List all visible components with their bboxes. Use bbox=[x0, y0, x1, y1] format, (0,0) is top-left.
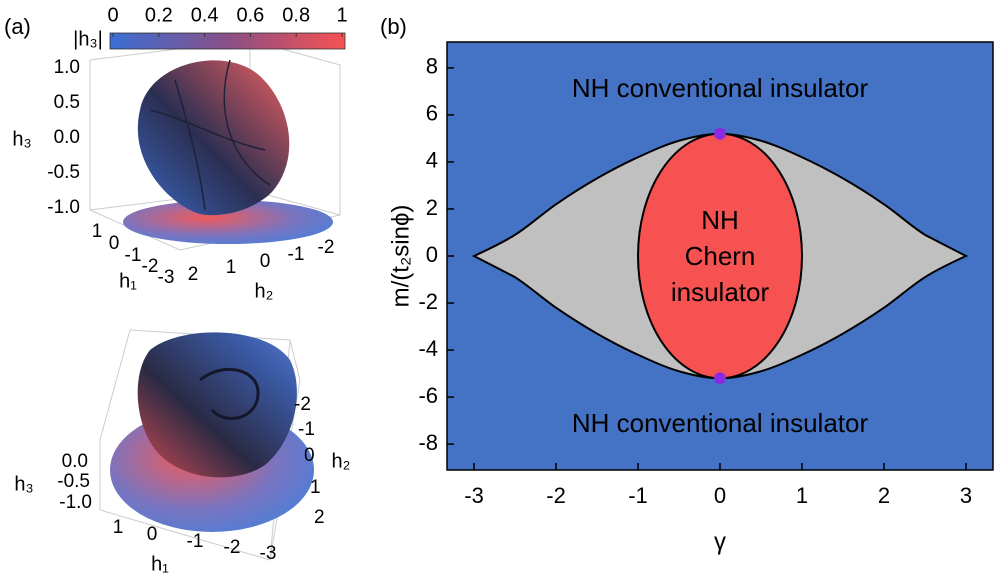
x-tick-label: 1 bbox=[796, 483, 808, 508]
h1-axis-label: h₁ bbox=[119, 270, 137, 292]
surface bbox=[137, 60, 290, 216]
h1-tick-label: 1 bbox=[113, 517, 124, 538]
h3-tick-label: 0.5 bbox=[54, 92, 80, 113]
h3-tick-label: -0.5 bbox=[57, 471, 90, 492]
region-label: NH conventional insulator bbox=[572, 73, 869, 103]
colorbar-tick-label: 0.6 bbox=[236, 4, 264, 26]
critical-point bbox=[714, 127, 726, 140]
h3-tick-label: 0.0 bbox=[54, 127, 80, 148]
x-tick-label: 3 bbox=[960, 483, 972, 508]
projection-disk bbox=[123, 200, 333, 244]
colorbar bbox=[109, 32, 346, 50]
surface-fold bbox=[149, 59, 271, 211]
h3-tick-label: -1.0 bbox=[59, 492, 92, 513]
colorbar-tick-label: 0.4 bbox=[191, 4, 219, 26]
colorbar-tick-label: 0.8 bbox=[282, 4, 310, 26]
colorbar-label: |h₃| bbox=[73, 28, 103, 50]
panel-label: (a) bbox=[4, 14, 31, 39]
y-tick-label: -4 bbox=[418, 336, 438, 361]
y-tick-label: -2 bbox=[418, 289, 438, 314]
critical-point bbox=[714, 372, 726, 385]
h1-axis-label: h₁ bbox=[151, 553, 169, 575]
chern-label: NH bbox=[701, 205, 739, 235]
h2-tick-label: 0 bbox=[260, 251, 271, 272]
surface-hole bbox=[199, 367, 260, 420]
y-tick-label: -8 bbox=[418, 430, 438, 455]
bottom-3d-plot bbox=[99, 329, 314, 561]
h2-axis-label: h₂ bbox=[255, 280, 274, 302]
h2-tick-label: 2 bbox=[188, 264, 199, 285]
y-tick-label: 6 bbox=[426, 101, 438, 126]
h2-tick-label: -1 bbox=[298, 419, 315, 440]
h1-tick-label: -1 bbox=[187, 531, 204, 552]
y-tick-label: 2 bbox=[426, 195, 438, 220]
y-tick-label: 4 bbox=[426, 148, 438, 173]
h2-tick-label: 1 bbox=[310, 477, 321, 498]
h3-tick-label: 1.0 bbox=[54, 57, 80, 78]
h2-axis-label: h₂ bbox=[332, 450, 351, 472]
h1-tick-label: -2 bbox=[224, 537, 241, 558]
h2-tick-label: -1 bbox=[288, 244, 305, 265]
x-tick-label: -1 bbox=[628, 483, 648, 508]
h2-tick-label: 2 bbox=[314, 507, 325, 528]
h3-axis-label: h₃ bbox=[14, 473, 33, 495]
h3-tick-label: 0.0 bbox=[62, 451, 88, 472]
region-label: NH conventional insulator bbox=[572, 408, 869, 438]
h1-tick-label: -3 bbox=[158, 267, 175, 288]
y-tick-label: -6 bbox=[418, 383, 438, 408]
x-tick-label: 0 bbox=[714, 483, 726, 508]
h2-tick-label: -2 bbox=[318, 237, 335, 258]
y-tick-label: 0 bbox=[426, 242, 438, 267]
colorbar-tick-label: 1 bbox=[336, 4, 347, 26]
colorbar-tick-label: 0 bbox=[107, 4, 118, 26]
h1-tick-label: 0 bbox=[147, 524, 158, 545]
h3-axis-label: h₃ bbox=[12, 128, 31, 150]
x-tick-label: 2 bbox=[878, 483, 890, 508]
h2-tick-label: 0 bbox=[304, 445, 315, 466]
x-axis-label: γ bbox=[714, 528, 726, 555]
chern-label: insulator bbox=[671, 277, 770, 307]
y-axis-label: m/(t₂sinϕ) bbox=[387, 205, 414, 308]
h1-tick-label: 0 bbox=[109, 233, 120, 254]
h1-tick-label: -2 bbox=[142, 256, 159, 277]
x-tick-label: -3 bbox=[464, 483, 484, 508]
h1-tick-label: -1 bbox=[125, 245, 142, 266]
h2-tick-label: -2 bbox=[294, 394, 311, 415]
surface bbox=[137, 332, 297, 478]
x-tick-label: -2 bbox=[546, 483, 566, 508]
chern-label: Chern bbox=[685, 241, 756, 271]
colorbar-tick-label: 0.2 bbox=[145, 4, 173, 26]
y-tick-label: 8 bbox=[426, 54, 438, 79]
h2-tick-label: 1 bbox=[226, 257, 237, 278]
h1-tick-label: -3 bbox=[260, 543, 277, 564]
h3-tick-label: -0.5 bbox=[47, 162, 80, 183]
h3-tick-label: -1.0 bbox=[47, 197, 80, 218]
h1-tick-label: 1 bbox=[92, 221, 103, 242]
panel-label: (b) bbox=[380, 14, 407, 39]
top-3d-plot bbox=[89, 39, 341, 251]
